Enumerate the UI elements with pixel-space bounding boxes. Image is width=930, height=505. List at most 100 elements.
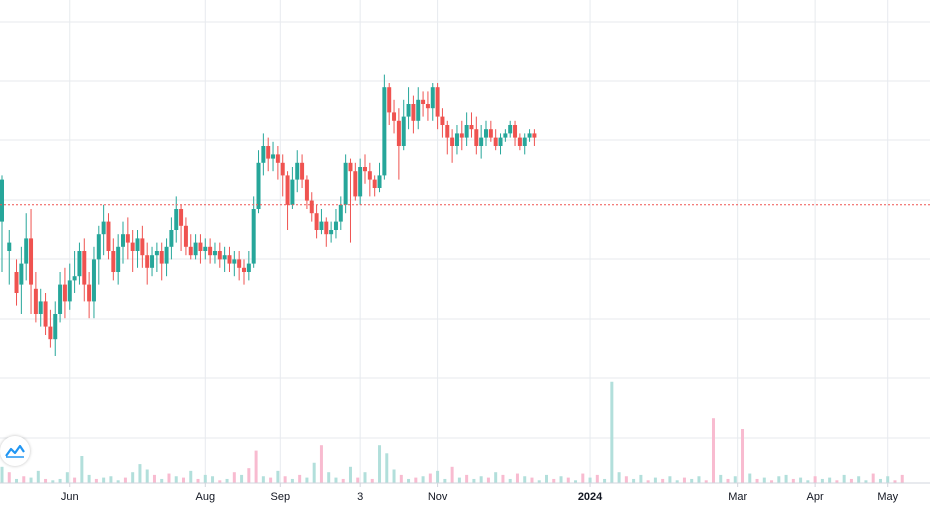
candle-body xyxy=(353,171,358,197)
candle-105 xyxy=(513,120,518,146)
candle-body xyxy=(198,242,203,251)
volume-bar-53 xyxy=(385,453,389,483)
volume-bar-15 xyxy=(109,476,113,483)
volume-bar-98 xyxy=(711,418,715,483)
volume-bar-121 xyxy=(878,478,882,483)
grid-lines xyxy=(0,0,930,483)
candle-body xyxy=(445,125,450,138)
candle-7 xyxy=(38,288,43,327)
candle-9 xyxy=(48,309,53,348)
candle-body xyxy=(188,246,193,256)
candle-102 xyxy=(498,133,503,155)
volume-bar-82 xyxy=(595,474,599,483)
candle-43 xyxy=(212,242,217,264)
candle-46 xyxy=(227,246,232,272)
tradingview-logo-icon[interactable] xyxy=(0,436,30,466)
volume-bar-79 xyxy=(574,480,578,483)
candle-body xyxy=(469,125,474,130)
candle-body xyxy=(246,263,251,272)
candle-body xyxy=(101,221,106,235)
candle-89 xyxy=(435,83,440,130)
candle-47 xyxy=(232,251,237,277)
candle-0 xyxy=(0,175,4,272)
candle-81 xyxy=(396,108,401,180)
candle-body xyxy=(208,246,213,256)
volume-bar-81 xyxy=(588,477,592,483)
candle-body xyxy=(227,255,232,264)
volume-bar-56 xyxy=(407,478,411,483)
volume-bar-49 xyxy=(356,477,360,483)
candle-body xyxy=(517,137,522,146)
candle-104 xyxy=(508,120,513,138)
candle-24 xyxy=(121,221,125,264)
candle-body xyxy=(24,238,29,264)
candle-body xyxy=(251,209,256,264)
candle-60 xyxy=(295,150,300,193)
volume-bar-26 xyxy=(189,470,193,483)
candle-38 xyxy=(188,234,193,260)
candle-44 xyxy=(217,242,222,268)
volume-bar-103 xyxy=(748,473,752,483)
candle-body xyxy=(295,162,300,180)
volume-bar-44 xyxy=(319,445,323,483)
candle-body xyxy=(508,125,513,134)
volume-bar-99 xyxy=(719,474,723,483)
volume-bar-18 xyxy=(131,472,135,483)
volume-bar-118 xyxy=(857,476,861,483)
candle-body xyxy=(145,255,150,268)
candle-body xyxy=(0,179,4,222)
volume-bar-16 xyxy=(116,480,120,483)
volume-bar-88 xyxy=(639,474,643,483)
volume-bar-29 xyxy=(211,476,215,483)
candle-61 xyxy=(300,154,305,188)
candle-body xyxy=(174,209,179,230)
volume-bar-34 xyxy=(247,468,251,483)
candle-8 xyxy=(43,293,48,335)
volume-bar-38 xyxy=(276,470,280,483)
candle-4 xyxy=(24,213,29,281)
candle-body xyxy=(232,259,237,264)
candle-body xyxy=(222,255,227,260)
volume-bar-7 xyxy=(51,480,55,483)
volume-bar-84 xyxy=(610,381,614,483)
volume-bar-73 xyxy=(530,477,534,483)
volume-bar-20 xyxy=(145,469,149,483)
candle-body xyxy=(111,251,116,272)
volume-bar-105 xyxy=(762,477,766,483)
candle-body xyxy=(343,162,348,205)
volume-bar-43 xyxy=(312,462,316,483)
volume-bar-47 xyxy=(341,478,345,483)
candle-body xyxy=(271,154,276,159)
candle-body xyxy=(72,276,77,281)
candle-51 xyxy=(251,196,256,268)
candle-body xyxy=(513,125,518,138)
candle-55 xyxy=(271,141,276,172)
candle-17 xyxy=(87,272,92,319)
candle-37 xyxy=(183,217,188,256)
volume-bar-65 xyxy=(472,478,476,483)
candle-body xyxy=(242,267,246,272)
volume-bar-32 xyxy=(232,472,236,483)
candle-65 xyxy=(319,209,324,235)
candle-6 xyxy=(33,272,38,323)
volume-bar-76 xyxy=(552,478,556,483)
volume-bar-51 xyxy=(370,478,374,483)
candle-94 xyxy=(459,120,464,151)
candle-62 xyxy=(304,175,309,209)
candle-body xyxy=(62,284,67,302)
volume-bar-3 xyxy=(22,476,26,483)
volume-bar-67 xyxy=(486,477,490,483)
volume-bar-21 xyxy=(152,474,156,483)
candle-10 xyxy=(53,301,58,356)
x-tick-label-4: Nov xyxy=(428,491,448,503)
volume-bar-54 xyxy=(392,469,396,483)
candle-body xyxy=(193,242,198,256)
candle-39 xyxy=(193,234,198,260)
candle-body xyxy=(474,129,479,146)
candle-53 xyxy=(261,133,266,176)
candle-body xyxy=(300,162,305,180)
candle-77 xyxy=(377,162,382,193)
volume-bar-112 xyxy=(813,476,817,483)
